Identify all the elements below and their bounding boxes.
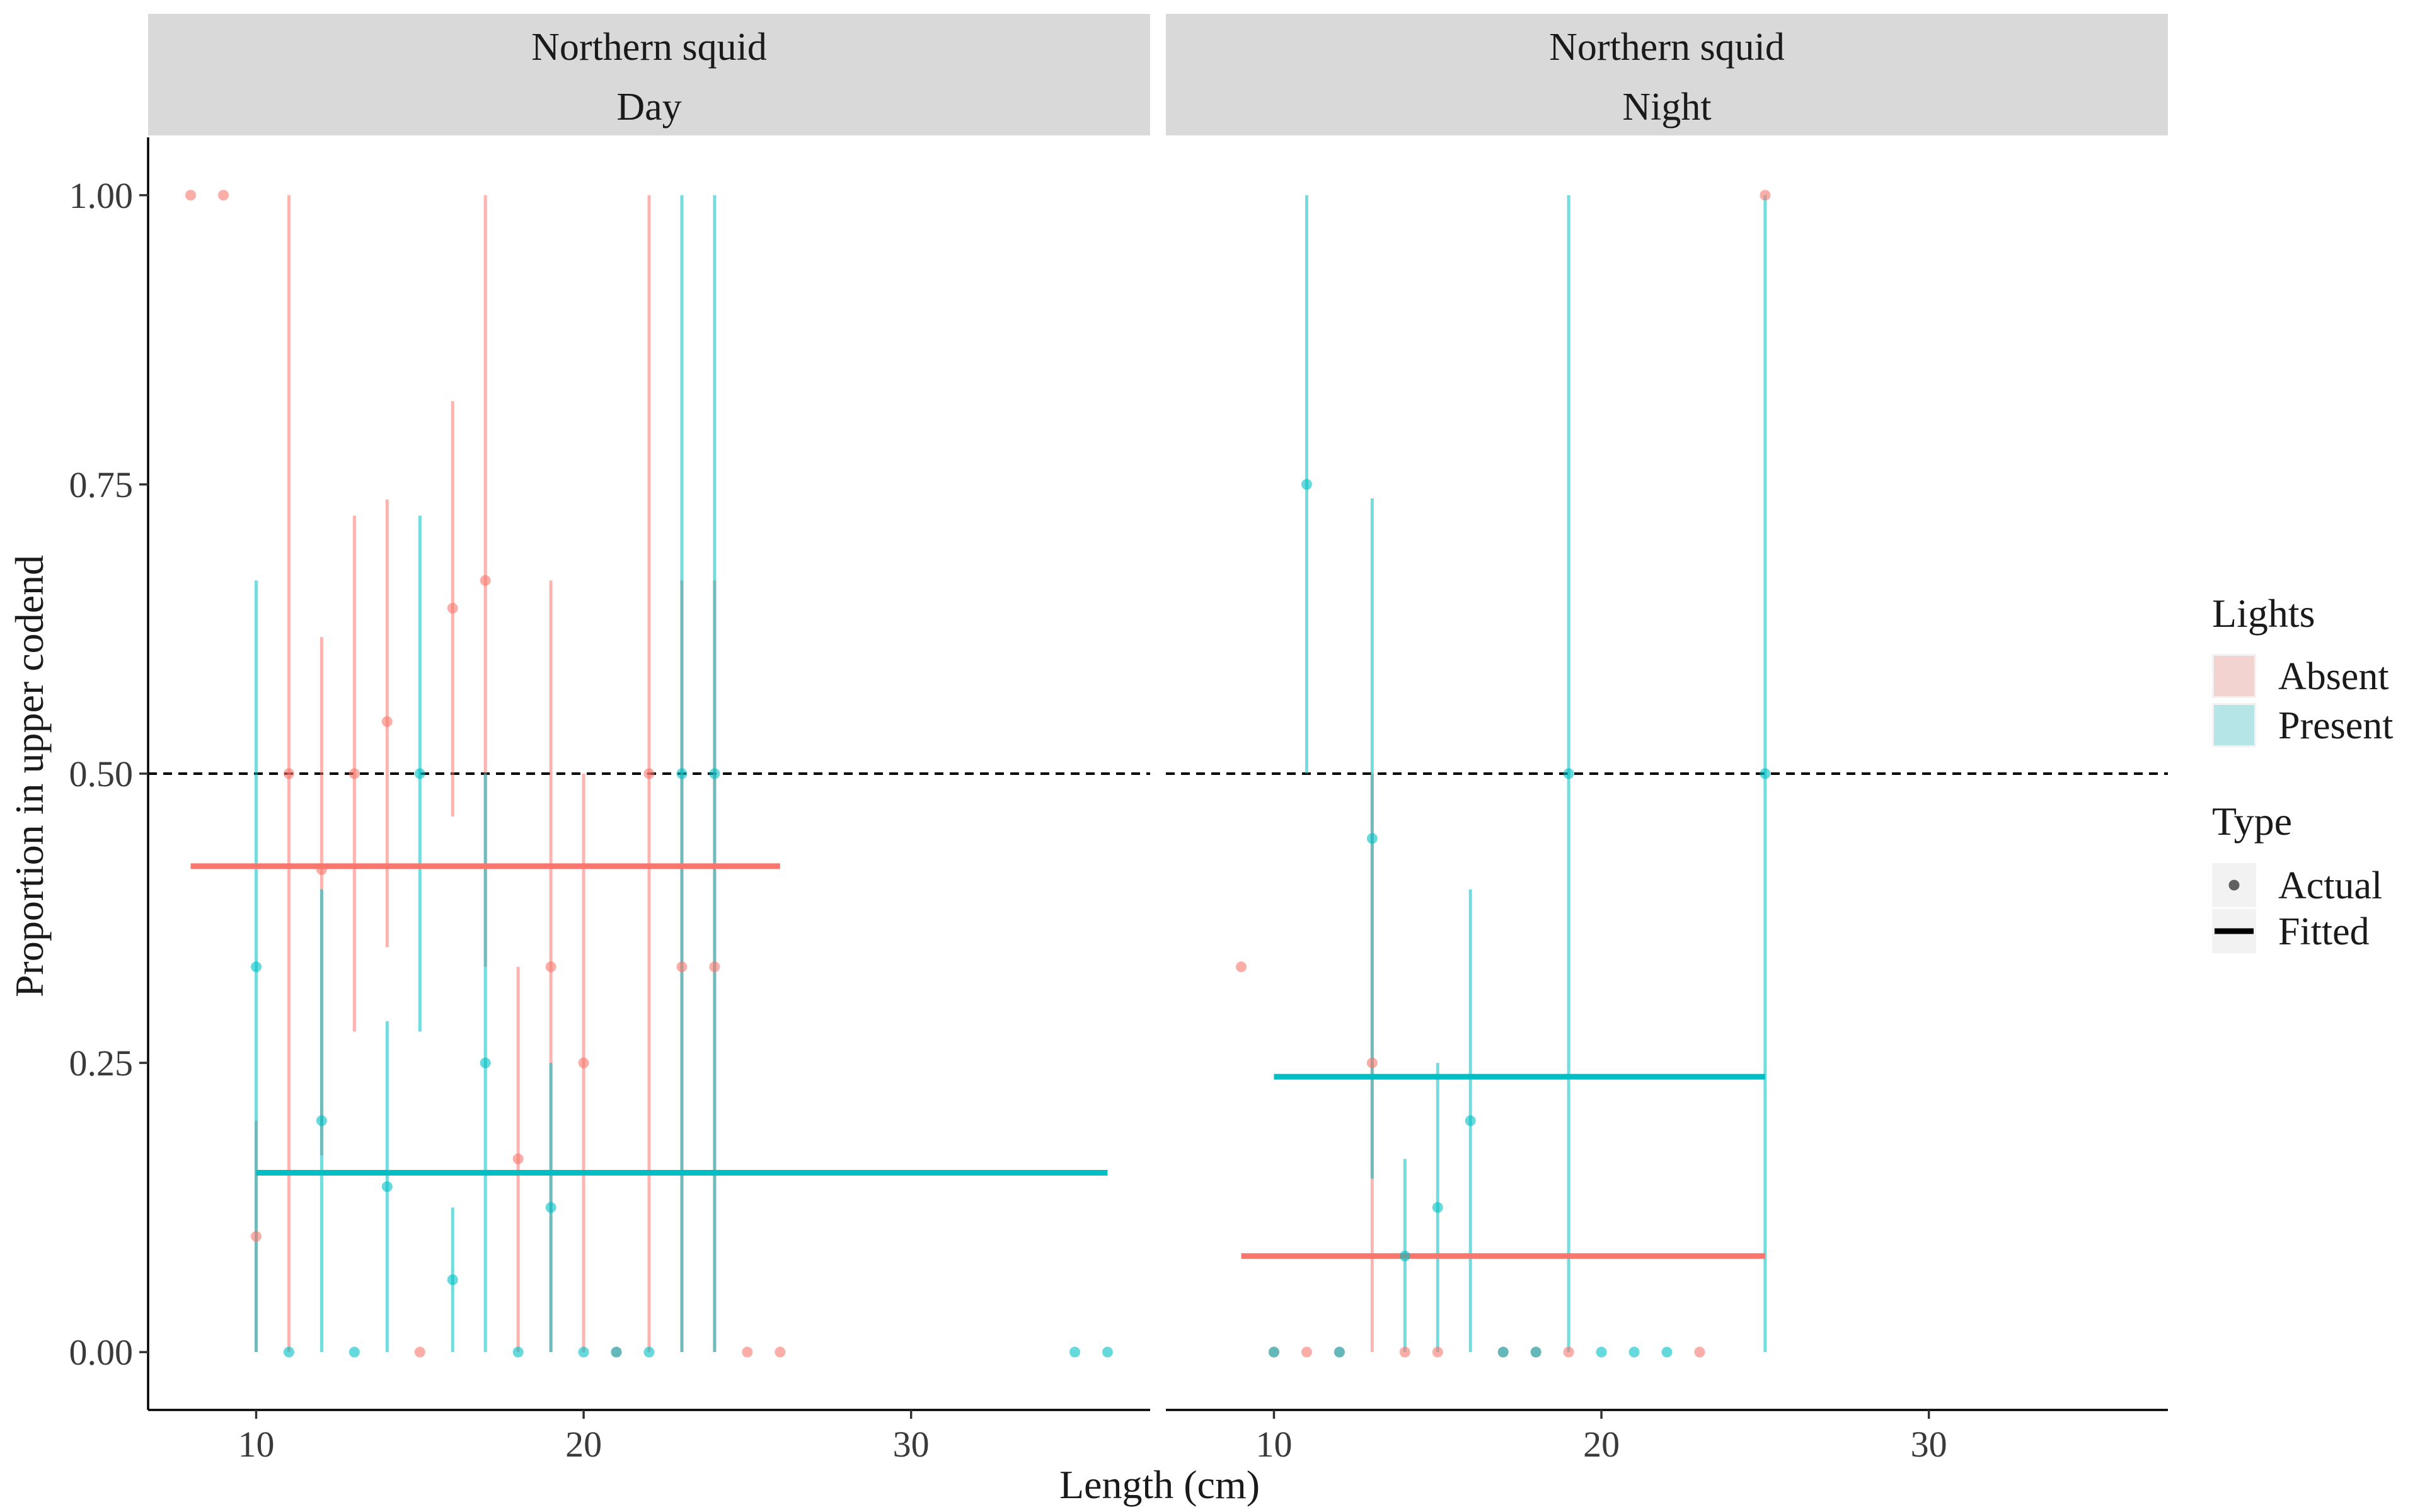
- x-tick-label: 30: [1911, 1424, 1947, 1465]
- legend-label-fitted: Fitted: [2278, 910, 2370, 953]
- strip-label-period: Night: [1622, 86, 1711, 129]
- x-tick-label: 20: [1583, 1424, 1620, 1465]
- x-tick-label: 10: [1255, 1424, 1292, 1465]
- data-point-absent: [1399, 1346, 1410, 1358]
- panel-1: Northern squid Day 0.00 0.25 0.50 0.75 1.00 10 2…: [69, 14, 1150, 1465]
- strip-label-period: Day: [616, 86, 681, 129]
- panel-strip: [1166, 14, 2168, 135]
- data-point-present: [545, 1202, 556, 1213]
- legend-glyph-point: [2228, 879, 2240, 891]
- x-tick-label: 10: [238, 1424, 274, 1465]
- x-tick-label: 30: [893, 1424, 930, 1465]
- data-point-present: [1530, 1346, 1541, 1358]
- x-axis-title: Length (cm): [1059, 1462, 1260, 1507]
- y-axis-title: Proportion in upper codend: [7, 555, 52, 997]
- data-point-absent: [709, 961, 720, 973]
- data-point-absent: [545, 961, 556, 973]
- data-point-absent: [512, 1154, 524, 1165]
- data-point-absent: [1694, 1346, 1705, 1358]
- data-point-absent: [676, 961, 688, 973]
- x-tick-label: 20: [565, 1424, 602, 1465]
- data-point-present: [283, 1346, 294, 1358]
- data-point-present: [1399, 1251, 1410, 1262]
- data-point-present: [381, 1181, 393, 1193]
- strip-label-species: Northern squid: [531, 26, 767, 69]
- data-point-present: [480, 1057, 491, 1068]
- data-point-absent: [250, 1231, 262, 1242]
- data-point-present: [676, 768, 688, 779]
- strip-label-species: Northern squid: [1549, 26, 1785, 69]
- data-point-absent: [1563, 1346, 1574, 1358]
- data-point-absent: [480, 575, 491, 586]
- data-point-present: [611, 1346, 622, 1358]
- data-point-absent: [381, 716, 393, 727]
- y-tick-label: 1.00: [69, 175, 134, 216]
- legend-swatch-absent: [2214, 656, 2254, 696]
- legend-title-type: Type: [2212, 799, 2292, 844]
- data-point-absent: [643, 768, 655, 779]
- data-point-present: [1760, 768, 1771, 779]
- data-point-absent: [283, 768, 294, 779]
- legend-label-actual: Actual: [2278, 864, 2382, 907]
- data-point-absent: [1432, 1346, 1443, 1358]
- data-point-present: [1268, 1346, 1279, 1358]
- data-point-present: [1334, 1346, 1345, 1358]
- y-tick-label: 0.50: [69, 753, 134, 794]
- data-point-present: [709, 768, 720, 779]
- data-point-present: [1301, 479, 1312, 490]
- data-point-present: [316, 1115, 327, 1126]
- panel-2: Northern squid Night 10 20 30: [1166, 14, 2168, 1465]
- data-point-present: [414, 768, 425, 779]
- legend-title-lights: Lights: [2212, 591, 2315, 636]
- data-point-absent: [1760, 190, 1771, 201]
- data-point-absent: [578, 1057, 589, 1068]
- data-point-present: [1069, 1346, 1080, 1358]
- data-point-present: [447, 1274, 458, 1285]
- y-tick-label: 0.00: [69, 1332, 134, 1373]
- data-point-absent: [1366, 1057, 1378, 1068]
- data-point-present: [578, 1346, 589, 1358]
- data-point-present: [1596, 1346, 1607, 1358]
- legend-key-bg: [2212, 703, 2256, 747]
- data-point-present: [1497, 1346, 1509, 1358]
- legend-label-present: Present: [2278, 704, 2394, 747]
- data-point-present: [1102, 1346, 1113, 1358]
- panel-strip: [148, 14, 1150, 135]
- data-point-absent: [185, 190, 197, 201]
- data-point-absent: [349, 768, 360, 779]
- plot-area: [1166, 190, 2168, 1358]
- data-point-absent: [742, 1346, 753, 1358]
- data-point-present: [349, 1346, 360, 1358]
- y-tick-label: 0.25: [69, 1043, 134, 1084]
- y-tick-label: 0.75: [69, 464, 134, 505]
- data-point-present: [1661, 1346, 1673, 1358]
- data-point-present: [1432, 1202, 1443, 1213]
- legend-key-bg: [2212, 654, 2256, 698]
- data-point-absent: [775, 1346, 786, 1358]
- data-point-absent: [414, 1346, 425, 1358]
- data-point-present: [1563, 768, 1574, 779]
- data-point-present: [512, 1346, 524, 1358]
- data-point-absent: [1236, 961, 1247, 973]
- panels: Northern squid Day 0.00 0.25 0.50 0.75 1.00 10 2…: [69, 14, 2168, 1465]
- data-point-present: [643, 1346, 655, 1358]
- legend-swatch-present: [2214, 705, 2254, 745]
- data-point-present: [1366, 833, 1378, 844]
- data-point-absent: [316, 864, 327, 875]
- legend-label-absent: Absent: [2278, 655, 2389, 698]
- data-point-present: [1628, 1346, 1640, 1358]
- plot-area: [148, 190, 1150, 1358]
- data-point-present: [1465, 1115, 1476, 1126]
- data-point-present: [250, 961, 262, 973]
- data-point-absent: [447, 602, 458, 614]
- data-point-absent: [1301, 1346, 1312, 1358]
- data-point-absent: [218, 190, 229, 201]
